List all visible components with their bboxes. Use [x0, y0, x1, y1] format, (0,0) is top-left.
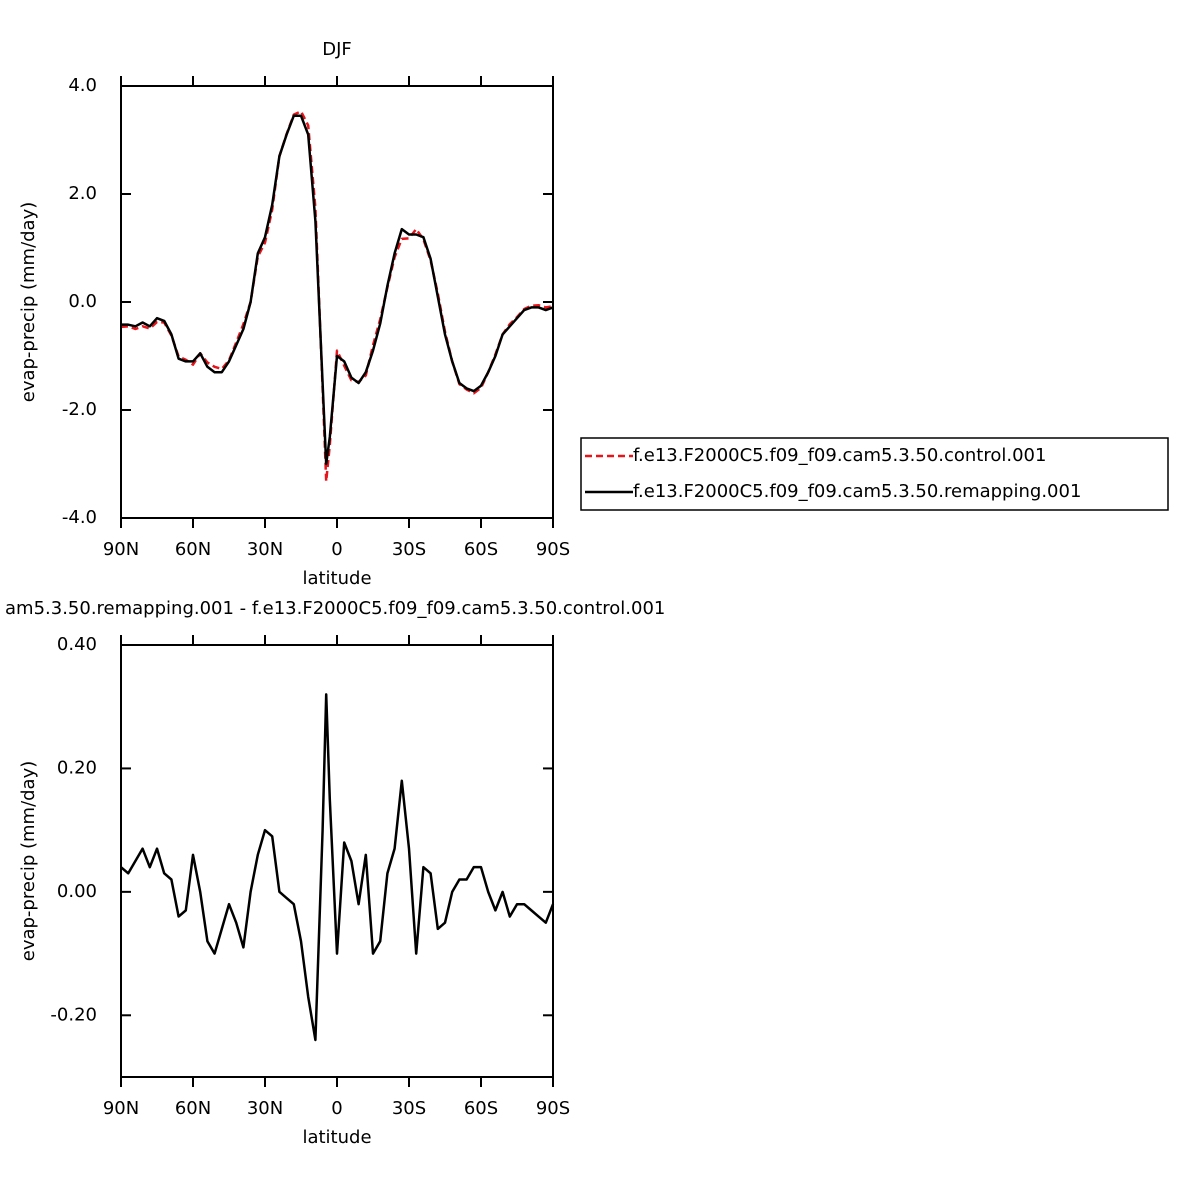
x-tick-label: 90S — [536, 539, 570, 560]
x-tick-label: 60N — [175, 539, 211, 560]
legend-box — [580, 437, 1169, 511]
y-tick-label: 0.20 — [57, 757, 97, 778]
x-tick-label: 30N — [247, 539, 283, 560]
x-tick-label: 60N — [175, 1098, 211, 1119]
plot-frame — [120, 85, 554, 519]
y-tick-label: -0.20 — [50, 1004, 97, 1025]
x-tick-label: 0 — [331, 1098, 342, 1119]
x-tick-label: 60S — [464, 539, 498, 560]
y-axis-label: evap-precip (mm/day) — [18, 202, 39, 403]
legend-label: f.e13.F2000C5.f09_f09.cam5.3.50.remappin… — [633, 481, 1081, 502]
y-tick-label: 0.0 — [68, 291, 97, 312]
plot-frame — [120, 644, 554, 1078]
y-tick-label: 0.40 — [57, 634, 97, 655]
data-line — [121, 114, 554, 466]
chart-title: am5.3.50.remapping.001 - f.e13.F2000C5.f… — [5, 598, 665, 619]
x-axis-label: latitude — [302, 568, 371, 589]
legend-label: f.e13.F2000C5.f09_f09.cam5.3.50.control.… — [633, 445, 1046, 466]
x-tick-label: 30N — [247, 1098, 283, 1119]
x-axis-label: latitude — [302, 1127, 371, 1148]
x-tick-label: 30S — [392, 539, 426, 560]
data-line — [120, 693, 555, 1042]
x-tick-label: 60S — [464, 1098, 498, 1119]
y-tick-label: 2.0 — [68, 183, 97, 204]
data-line — [120, 110, 554, 483]
x-tick-label: 90N — [103, 539, 139, 560]
x-tick-label: 0 — [331, 539, 342, 560]
x-tick-label: 90N — [103, 1098, 139, 1119]
x-tick-label: 90S — [536, 1098, 570, 1119]
y-tick-label: -4.0 — [62, 507, 97, 528]
chart-title: DJF — [322, 39, 352, 60]
y-tick-label: 0.00 — [57, 881, 97, 902]
x-tick-label: 30S — [392, 1098, 426, 1119]
y-axis-label: evap-precip (mm/day) — [18, 761, 39, 962]
y-tick-label: 4.0 — [68, 75, 97, 96]
y-tick-label: -2.0 — [62, 399, 97, 420]
